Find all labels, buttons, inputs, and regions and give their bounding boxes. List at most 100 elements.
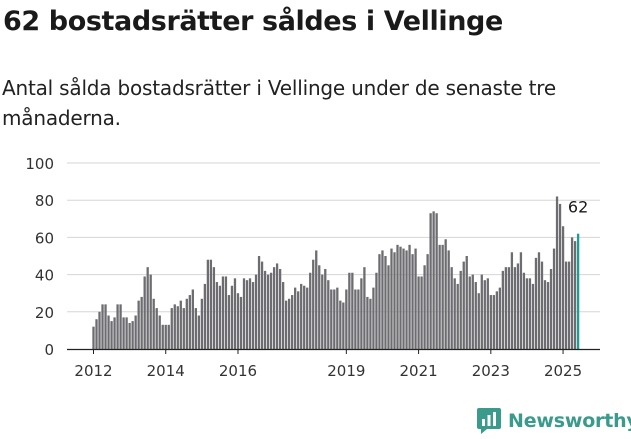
bar	[113, 317, 116, 349]
bar	[101, 304, 104, 349]
bar	[248, 278, 252, 349]
bar	[161, 324, 164, 349]
bar	[303, 285, 306, 349]
bar	[417, 276, 420, 349]
bar	[441, 244, 444, 349]
bar	[297, 291, 300, 349]
x-tick-label: 2012	[74, 362, 112, 380]
bar	[489, 295, 492, 349]
bar	[453, 278, 456, 349]
bar	[212, 267, 216, 349]
bar	[381, 250, 384, 349]
x-tick-label: 2019	[327, 362, 365, 380]
bar	[510, 252, 514, 349]
bar	[218, 285, 222, 349]
x-tick-label: 2023	[472, 362, 510, 380]
y-tick-label: 100	[25, 155, 54, 173]
bar	[191, 289, 194, 349]
y-axis-tick-labels: 0 20 40 60 80 100	[25, 155, 54, 359]
bar	[456, 283, 459, 349]
bar	[224, 276, 228, 349]
bar	[173, 304, 176, 349]
bar	[239, 296, 243, 349]
bar	[119, 304, 122, 349]
bar	[155, 308, 158, 349]
bar	[372, 287, 375, 349]
bar	[522, 272, 526, 349]
bar	[275, 263, 279, 349]
bar	[345, 289, 348, 349]
bar	[408, 244, 411, 349]
bar	[465, 256, 468, 349]
bar	[336, 287, 339, 349]
bar	[447, 250, 450, 349]
bar	[438, 244, 441, 349]
bar	[203, 283, 207, 349]
bar	[468, 276, 471, 349]
bar	[272, 267, 276, 349]
bar	[98, 311, 101, 349]
bar	[318, 265, 321, 349]
bar	[291, 295, 294, 349]
bar	[185, 298, 188, 349]
bar	[378, 254, 381, 349]
bar	[188, 295, 191, 349]
bar	[483, 280, 486, 349]
x-tick-label: 2021	[399, 362, 437, 380]
bar	[567, 261, 571, 349]
bar	[315, 250, 318, 349]
bar	[206, 259, 210, 349]
x-tick-label: 2016	[219, 362, 257, 380]
bar	[540, 261, 544, 349]
bar	[254, 274, 258, 349]
bar	[278, 269, 282, 349]
bar	[149, 274, 152, 349]
bar	[122, 317, 125, 349]
newsworthy-logo: Newsworthy	[476, 407, 631, 435]
bar	[462, 261, 465, 349]
bar-series	[92, 196, 580, 349]
bar	[281, 282, 285, 349]
bar	[561, 226, 565, 349]
bar	[471, 274, 474, 349]
bar	[233, 278, 237, 349]
bar	[164, 324, 167, 349]
chart-title: 62 bostadsrätter såldes i Vellinge	[3, 6, 503, 37]
bar	[300, 283, 303, 349]
bar	[137, 300, 140, 349]
bar	[194, 308, 197, 349]
bar	[288, 298, 291, 349]
bar	[384, 256, 387, 349]
y-tick-label: 40	[35, 267, 54, 285]
bar	[269, 272, 273, 349]
x-tick-label: 2025	[544, 362, 582, 380]
bar	[251, 282, 255, 349]
bar	[333, 289, 336, 349]
bar	[116, 304, 119, 349]
y-tick-label: 20	[35, 304, 54, 322]
bar	[513, 267, 517, 349]
bar	[324, 269, 327, 349]
bar	[351, 272, 354, 349]
bar	[107, 315, 110, 349]
bar	[411, 254, 414, 349]
bar	[321, 274, 324, 349]
bar	[197, 315, 200, 349]
bar	[104, 304, 107, 349]
bar	[531, 283, 535, 349]
bar	[450, 267, 453, 349]
bar	[570, 237, 574, 349]
bar	[432, 211, 435, 349]
bar	[399, 246, 402, 349]
bar	[363, 267, 366, 349]
bar	[387, 265, 390, 349]
bar	[284, 300, 288, 349]
bar	[170, 308, 173, 349]
bar	[390, 248, 393, 349]
last-value-label: 62	[568, 198, 588, 217]
bar	[474, 282, 477, 349]
bar	[209, 259, 213, 349]
bar	[402, 248, 405, 349]
bar	[327, 280, 330, 349]
bar	[146, 267, 149, 349]
